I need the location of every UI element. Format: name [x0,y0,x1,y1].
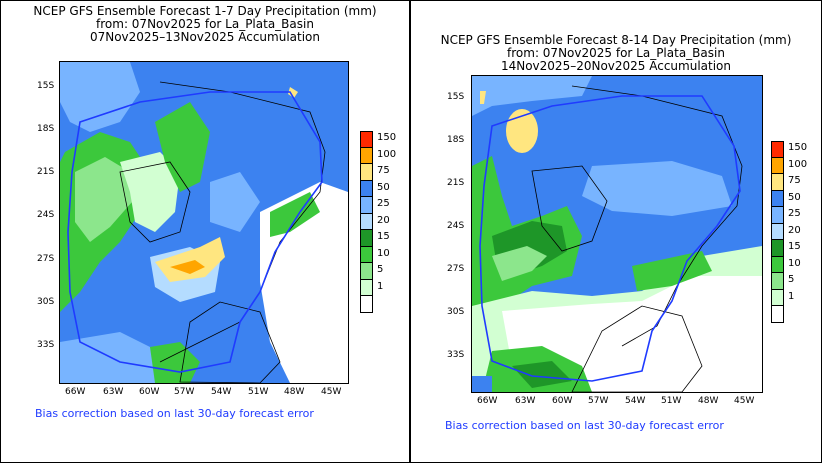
legend-label: 15 [377,231,390,242]
legend-swatch [360,164,373,181]
lat-tick: 21S [447,178,465,188]
legend-swatch [771,289,784,306]
forecast-panel-week2: NCEP GFS Ensemble Forecast 8-14 Day Prec… [410,0,822,463]
lon-tick: 54W [625,396,646,406]
legend-swatch [360,213,373,230]
lat-tick: 27S [37,254,55,264]
legend-swatch [771,141,784,158]
legend-swatch [360,131,373,148]
lon-tick: 54W [211,387,232,397]
legend-label: 20 [377,214,390,226]
bias-correction-note: Bias correction based on last 30-day for… [445,419,724,432]
lat-tick: 18S [37,124,55,134]
legend-swatch [771,190,784,207]
lon-tick: 57W [588,396,609,406]
panel-title-line1: NCEP GFS Ensemble Forecast 1-7 Day Preci… [33,4,377,18]
panel-title-line3: 07Nov2025–13Nov2025 Accumulation [89,30,321,44]
legend-label: 5 [788,274,795,285]
legend-label: 10 [788,257,801,269]
legend-swatch [771,223,784,240]
lat-tick: 30S [37,297,55,307]
legend-swatch [771,174,784,191]
panel-title-line1: NCEP GFS Ensemble Forecast 8-14 Day Prec… [440,33,792,47]
lon-tick: 48W [284,387,305,397]
lon-tick: 48W [698,396,719,406]
legend-swatch [360,147,373,164]
panel-title-line2: from: 07Nov2025 for La_Plata_Basin [507,46,725,60]
legend-swatch [360,230,373,247]
panel-title-line3: 14Nov2025–20Nov2025 Accumulation [500,59,732,73]
legend-label: 150 [377,132,397,143]
lat-tick: 33S [447,350,465,360]
lon-tick: 45W [734,396,755,406]
lon-tick: 63W [103,387,124,397]
legend-swatch [771,273,784,290]
legend-label: 50 [377,181,390,193]
precip-map-graphic [472,76,762,392]
lat-tick: 30S [447,307,465,317]
precip-map-week1 [59,61,349,384]
legend-label: 75 [788,175,801,186]
legend-swatch [771,256,784,273]
lon-tick: 51W [248,387,269,397]
legend-swatch [771,306,784,323]
precip-map-graphic [60,62,348,383]
legend-swatch [360,279,373,296]
precip-map-week2 [471,75,763,393]
legend-label: 10 [377,247,390,259]
bias-correction-note: Bias correction based on last 30-day for… [35,407,314,420]
legend-label: 1 [377,280,384,292]
lon-tick: 60W [552,396,573,406]
legend-swatch [360,197,373,214]
lat-tick: 15S [447,92,465,102]
lon-tick: 60W [139,387,160,397]
legend-label: 1 [788,290,795,302]
forecast-panel-week1: NCEP GFS Ensemble Forecast 1-7 Day Preci… [0,0,410,463]
lat-tick: 24S [447,221,465,231]
lat-tick: 24S [37,210,55,220]
legend-label: 100 [788,158,808,170]
lon-tick: 51W [661,396,682,406]
lon-tick: 66W [65,387,86,397]
panel-title-line2: from: 07Nov2025 for La_Plata_Basin [96,17,314,31]
legend-swatch [360,296,373,313]
legend-label: 20 [788,224,801,236]
lon-tick: 66W [477,396,498,406]
legend-label: 25 [377,198,390,209]
legend-label: 25 [788,208,801,219]
lat-tick: 27S [447,264,465,274]
legend-swatch [360,263,373,280]
legend-label: 5 [377,264,384,275]
legend-swatch [360,246,373,263]
lon-tick: 57W [174,387,195,397]
lat-tick: 18S [447,135,465,145]
lon-tick: 63W [515,396,536,406]
lon-tick: 45W [321,387,342,397]
legend-label: 100 [377,148,397,160]
legend-swatch [771,207,784,224]
legend-label: 75 [377,165,390,176]
legend-label: 150 [788,142,808,153]
lat-tick: 33S [37,340,55,350]
legend-swatch [360,180,373,197]
legend-label: 15 [788,241,801,252]
lat-tick: 21S [37,167,55,177]
legend-swatch [771,157,784,174]
lat-tick: 15S [37,81,55,91]
legend-label: 50 [788,191,801,203]
legend-swatch [771,240,784,257]
